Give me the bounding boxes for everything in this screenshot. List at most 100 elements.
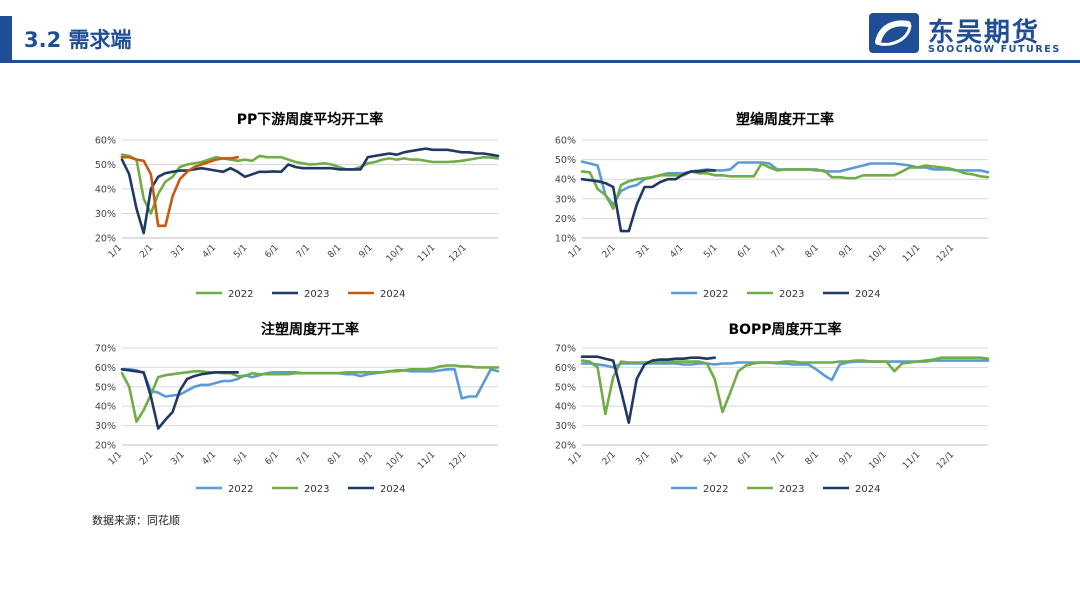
chart-svg: 塑编周度开工率 10% 20% 30% 40% 50% 60% 1/1 2/1 3/1 4/1 5/1… [555, 111, 990, 300]
x-tick-label: 4/1 [201, 243, 218, 260]
legend-label-2023: 2023 [304, 484, 329, 495]
x-tick-label: 11/1 [416, 450, 437, 471]
x-tick-label: 7/1 [770, 243, 787, 260]
y-tick-label: 20% [555, 441, 576, 452]
series-line-2023 [120, 147, 500, 235]
x-tick-label: 10/1 [867, 450, 888, 471]
x-tick-label: 2/1 [601, 243, 618, 260]
legend-label-2022: 2022 [228, 484, 253, 495]
legend-label-2024: 2024 [855, 289, 880, 300]
x-tick-label: 6/1 [263, 450, 280, 467]
x-tick-label: 2/1 [601, 450, 618, 467]
y-tick-label: 60% [555, 363, 576, 374]
series-line-2022 [580, 160, 990, 206]
x-tick-label: 3/1 [169, 243, 186, 260]
legend-label-2023: 2023 [304, 289, 329, 300]
x-tick-label: 5/1 [702, 243, 719, 260]
y-tick-label: 60% [555, 136, 576, 147]
series-line-2024 [120, 367, 239, 430]
y-tick-label: 50% [95, 382, 116, 393]
x-tick-label: 12/1 [447, 450, 468, 471]
x-tick-label: 10/1 [867, 243, 888, 264]
y-tick-label: 60% [95, 136, 116, 147]
x-tick-label: 8/1 [326, 243, 343, 260]
x-tick-label: 12/1 [935, 243, 956, 264]
x-tick-label: 9/1 [837, 450, 854, 467]
series-line-2023 [580, 162, 990, 210]
legend-label-2024: 2024 [380, 289, 405, 300]
x-tick-label: 2/1 [138, 243, 155, 260]
x-tick-label: 5/1 [232, 450, 249, 467]
series-line-2022 [120, 153, 500, 215]
x-tick-label: 3/1 [169, 450, 186, 467]
y-tick-label: 40% [555, 402, 576, 413]
legend-label-2024: 2024 [855, 484, 880, 495]
x-tick-label: 10/1 [385, 450, 406, 471]
x-tick-label: 4/1 [668, 243, 685, 260]
x-tick-label: 1/1 [567, 243, 584, 260]
y-tick-label: 30% [95, 209, 116, 220]
chart-title: PP下游周度平均开工率 [237, 111, 384, 128]
chart-legend: 2022 2023 2024 [671, 484, 880, 495]
x-tick-label: 1/1 [107, 243, 124, 260]
chart-woven-plastic: 塑编周度开工率 10% 20% 30% 40% 50% 60% 1/1 2/1 3/1 4/1 5/1… [540, 100, 1010, 310]
x-tick-label: 8/1 [804, 450, 821, 467]
x-tick-label: 5/1 [232, 243, 249, 260]
x-tick-label: 4/1 [201, 450, 218, 467]
chart-svg: BOPP周度开工率 20% 30% 40% 50% 60% 70% 1/1 2/1 3/1 4/1 5… [555, 321, 990, 495]
series-line-2024 [120, 155, 239, 228]
x-tick-label: 3/1 [634, 243, 651, 260]
y-tick-label: 50% [555, 382, 576, 393]
y-tick-label: 70% [555, 344, 576, 355]
chart-title: 注塑周度开工率 [261, 321, 359, 338]
y-tick-label: 40% [95, 185, 116, 196]
chart-title: BOPP周度开工率 [728, 321, 841, 338]
y-tick-label: 40% [95, 402, 116, 413]
legend-label-2024: 2024 [380, 484, 405, 495]
chart-svg: PP下游周度平均开工率 20% 30% 40% 50% 60% 1/1 2/1 3/1 4/1 5/… [95, 111, 500, 300]
x-tick-label: 5/1 [702, 450, 719, 467]
y-tick-label: 10% [555, 234, 576, 245]
x-tick-label: 1/1 [567, 450, 584, 467]
legend-label-2023: 2023 [779, 289, 804, 300]
legend-label-2022: 2022 [703, 289, 728, 300]
x-tick-label: 3/1 [634, 450, 651, 467]
x-tick-label: 6/1 [736, 243, 753, 260]
x-tick-label: 7/1 [295, 450, 312, 467]
x-tick-label: 7/1 [295, 243, 312, 260]
chart-legend: 2022 2023 2024 [671, 289, 880, 300]
header-accent-bar [0, 16, 12, 60]
series-line-2024 [580, 355, 716, 424]
x-tick-label: 11/1 [416, 243, 437, 264]
logo-chinese-text: 东吴期货 [928, 18, 1041, 48]
slide-header: 3.2 需求端 东吴期货 SOOCHOW FUTURES [0, 0, 1080, 64]
header-divider [0, 60, 1080, 63]
y-tick-label: 30% [95, 421, 116, 432]
data-source-note: 数据来源：同花顺 [92, 514, 180, 527]
x-tick-label: 9/1 [837, 243, 854, 260]
y-tick-label: 20% [555, 214, 576, 225]
legend-label-2022: 2022 [703, 484, 728, 495]
y-tick-label: 30% [555, 421, 576, 432]
chart-legend: 2022 2023 2024 [196, 484, 405, 495]
series-line-2023 [120, 364, 500, 423]
x-tick-label: 4/1 [668, 450, 685, 467]
x-tick-label: 12/1 [447, 243, 468, 264]
logo-mark-icon [869, 13, 919, 53]
company-logo: 东吴期货 SOOCHOW FUTURES [868, 12, 1068, 56]
y-tick-label: 50% [555, 155, 576, 166]
y-tick-label: 50% [95, 160, 116, 171]
x-tick-label: 8/1 [326, 450, 343, 467]
x-tick-label: 8/1 [804, 243, 821, 260]
logo-english-text: SOOCHOW FUTURES [928, 44, 1061, 55]
x-tick-label: 9/1 [357, 243, 374, 260]
x-tick-label: 12/1 [935, 450, 956, 471]
x-tick-label: 10/1 [385, 243, 406, 264]
legend-label-2023: 2023 [779, 484, 804, 495]
chart-svg: 注塑周度开工率 20% 30% 40% 50% 60% 70% 1/1 2/1 3/1 4/1 5/1… [95, 321, 500, 495]
x-tick-label: 9/1 [357, 450, 374, 467]
chart-bopp: BOPP周度开工率 20% 30% 40% 50% 60% 70% 1/1 2/1 3/1 4/1 5… [540, 310, 1010, 505]
y-tick-label: 70% [95, 344, 116, 355]
y-tick-label: 20% [95, 441, 116, 452]
y-tick-label: 40% [555, 175, 576, 186]
